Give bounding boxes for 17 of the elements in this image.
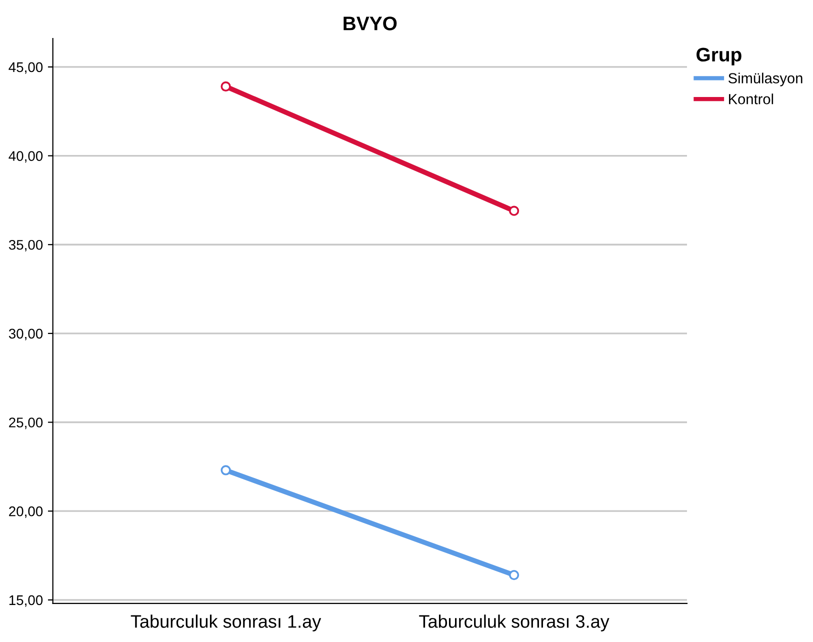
y-tick-label: 15,00 — [9, 595, 43, 607]
y-tick-label: 45,00 — [8, 62, 43, 74]
chart-title: BVYO — [344, 16, 397, 30]
x-tick-label: Taburculuk sonrası 1.ay — [130, 614, 322, 632]
legend-label: Simülasyon — [728, 72, 802, 86]
y-tick-label: 40,00 — [8, 151, 43, 163]
point — [220, 81, 231, 92]
x-tick-label: Taburculuk sonrası 3.ay — [419, 614, 610, 632]
y-tick-label: 30,00 — [8, 328, 43, 340]
legend-label: Kontrol — [729, 94, 774, 104]
point — [508, 206, 520, 216]
point — [508, 570, 520, 580]
y-tick-label: 20,00 — [9, 506, 43, 518]
y-tick-label: 25,00 — [9, 418, 43, 430]
point — [220, 465, 231, 476]
legend-title: Grup — [696, 48, 742, 66]
y-tick-label: 35,00 — [8, 240, 43, 252]
